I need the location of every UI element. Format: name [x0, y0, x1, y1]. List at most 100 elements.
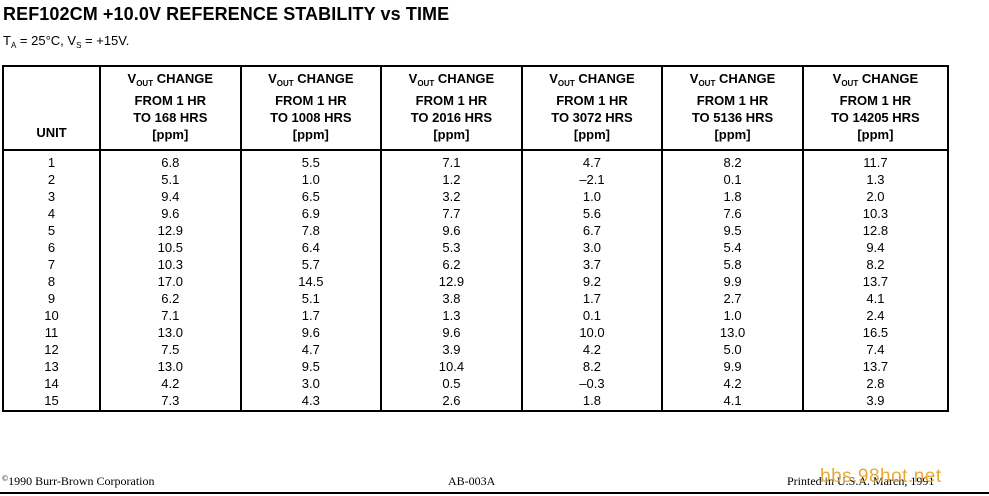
column-header-line2: FROM 1 HR	[696, 93, 769, 108]
vout-symbol: V	[408, 71, 418, 86]
unit-cell: 10	[44, 308, 59, 323]
ppm-cell: 5.0	[661, 341, 803, 358]
vs-subscript: S	[76, 41, 82, 50]
table-row: 10 7.1 1.7 1.3 0.1 1.0 2.4	[3, 307, 948, 324]
ta-value: = 25°C, V	[16, 33, 77, 48]
ppm-cell: 10.0	[520, 324, 663, 341]
table-row: 3 9.4 6.5 3.2 1.0 1.8 2.0	[3, 188, 948, 205]
copyright-symbol: ©	[2, 474, 9, 483]
column-header-vout: VOUT CHANGE	[268, 71, 354, 88]
ppm-cell: –0.3	[520, 375, 663, 392]
ppm-cell: 7.5	[99, 341, 241, 358]
ppm-cell: 12.9	[380, 273, 522, 290]
column-header-6: VOUT CHANGE FROM 1 HR TO 14205 HRS [ppm]	[801, 66, 948, 150]
ppm-cell: 9.6	[380, 222, 522, 239]
table-header-row: UNIT VOUT CHANGE FROM 1 HR TO 168 HRS [ppm]…	[3, 66, 948, 150]
ppm-cell: 17.0	[99, 273, 241, 290]
ppm-cell: 9.4	[801, 239, 948, 256]
ppm-cell: 2.0	[801, 188, 948, 205]
unit-cell: 13	[44, 359, 59, 374]
vout-subscript: OUT	[136, 79, 154, 88]
ppm-cell: 5.6	[520, 205, 663, 222]
ppm-cell: 7.4	[801, 341, 948, 358]
copyright-text: 1990 Burr-Brown Corporation	[8, 474, 155, 488]
table-row: 9 6.2 5.1 3.8 1.7 2.7 4.1	[3, 290, 948, 307]
ta-symbol: T	[3, 33, 11, 48]
ppm-cell: 6.9	[239, 205, 382, 222]
ppm-cell: 3.9	[380, 341, 522, 358]
ppm-cell: 10.3	[801, 205, 948, 222]
table-row: 2 5.1 1.0 1.2 –2.1 0.1 1.3	[3, 171, 948, 188]
page-footer: ©1990 Burr-Brown Corporation AB-003A Pri…	[0, 474, 989, 490]
column-header-line1: CHANGE	[293, 71, 354, 86]
unit-cell: 15	[44, 393, 59, 408]
ppm-cell: 4.7	[520, 150, 663, 171]
column-header-vout: VOUT CHANGE	[833, 71, 919, 88]
ppm-cell: 3.7	[520, 256, 663, 273]
ppm-cell: 14.5	[239, 273, 382, 290]
column-header-line3: TO 5136 HRS	[691, 110, 774, 125]
ppm-cell: 11.7	[801, 150, 948, 171]
ppm-cell: 13.0	[661, 324, 803, 341]
column-header-line3: TO 14205 HRS	[831, 110, 920, 125]
ppm-cell: 6.4	[239, 239, 382, 256]
ppm-cell: 13.0	[99, 358, 241, 375]
ppm-cell: 4.2	[520, 341, 663, 358]
column-header-line1: CHANGE	[153, 71, 214, 86]
ppm-cell: 5.8	[661, 256, 803, 273]
column-header-line2: FROM 1 HR	[556, 93, 628, 108]
ppm-cell: 0.1	[661, 171, 803, 188]
ppm-cell: 13.0	[99, 324, 241, 341]
vout-subscript: OUT	[841, 79, 859, 88]
column-header-line3: TO 2016 HRS	[410, 110, 493, 125]
column-header-line4: [ppm]	[152, 127, 189, 142]
vout-symbol: V	[127, 71, 137, 86]
column-header-line1: CHANGE	[858, 71, 919, 86]
column-header-vout: VOUT CHANGE	[549, 71, 635, 88]
unit-cell: 7	[47, 257, 56, 272]
ppm-cell: 5.1	[239, 290, 382, 307]
copyright-notice: ©1990 Burr-Brown Corporation	[2, 474, 155, 489]
vout-subscript: OUT	[557, 79, 575, 88]
ppm-cell: 9.9	[661, 273, 803, 290]
watermark: bbs.98hot.net	[820, 466, 942, 487]
column-header-line4: [ppm]	[714, 127, 751, 142]
ppm-cell: 1.7	[520, 290, 663, 307]
column-header-3: VOUT CHANGE FROM 1 HR TO 2016 HRS [ppm]	[380, 66, 522, 150]
column-header-line1: CHANGE	[715, 71, 776, 86]
vout-subscript: OUT	[698, 79, 716, 88]
table-row: 7 10.3 5.7 6.2 3.7 5.8 8.2	[3, 256, 948, 273]
ppm-cell: 8.2	[661, 150, 803, 171]
table-body: 1 6.8 5.5 7.1 4.7 8.2 11.7 2 5.1 1.0 1.2 –2.1 0.1 1.3…	[3, 150, 948, 411]
table-row: 12 7.5 4.7 3.9 4.2 5.0 7.4	[3, 341, 948, 358]
ppm-cell: 4.2	[99, 375, 241, 392]
ppm-cell: 7.8	[239, 222, 382, 239]
ppm-cell: 8.2	[801, 256, 948, 273]
column-header-4: VOUT CHANGE FROM 1 HR TO 3072 HRS [ppm]	[520, 66, 663, 150]
vout-symbol: V	[268, 71, 277, 86]
ppm-cell: 12.8	[801, 222, 948, 239]
ppm-cell: 1.0	[661, 307, 803, 324]
ppm-cell: 9.5	[239, 358, 382, 375]
vout-subscript: OUT	[417, 79, 435, 88]
ppm-cell: 13.7	[801, 273, 948, 290]
ppm-cell: 9.4	[99, 188, 241, 205]
unit-cell: 12	[44, 342, 59, 357]
ppm-cell: 8.2	[520, 358, 663, 375]
ppm-cell: 10.4	[380, 358, 522, 375]
ppm-cell: 2.7	[661, 290, 803, 307]
ppm-cell: 9.2	[520, 273, 663, 290]
column-header-1: VOUT CHANGE FROM 1 HR TO 168 HRS [ppm]	[99, 66, 241, 150]
ppm-cell: 5.5	[239, 150, 382, 171]
column-header-line4: [ppm]	[573, 127, 611, 142]
unit-cell: 5	[47, 223, 56, 238]
column-header-line1: CHANGE	[434, 71, 495, 86]
unit-cell: 14	[44, 376, 59, 391]
column-header-line2: FROM 1 HR	[134, 93, 207, 108]
vout-symbol: V	[689, 71, 699, 86]
ppm-cell: 9.6	[99, 205, 241, 222]
ppm-cell: 6.2	[99, 290, 241, 307]
unit-cell: 2	[47, 172, 56, 187]
vs-value: = +15V.	[81, 33, 130, 48]
ppm-cell: 1.8	[661, 188, 803, 205]
